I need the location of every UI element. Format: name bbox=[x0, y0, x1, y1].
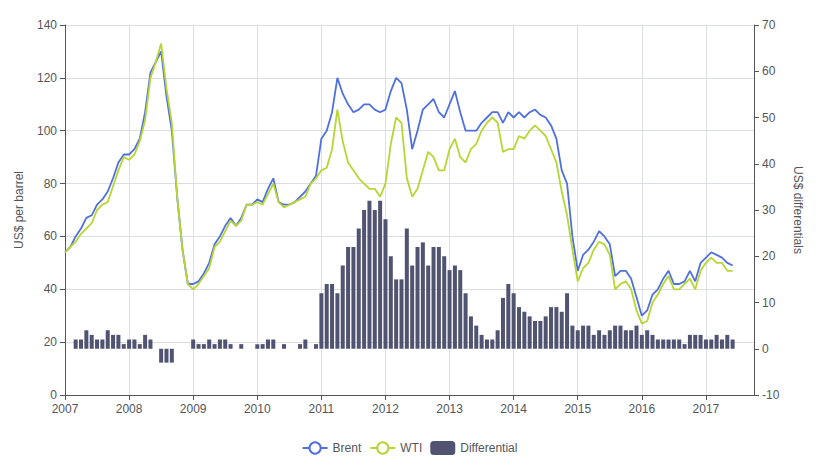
svg-text:20: 20 bbox=[762, 249, 776, 263]
svg-text:Brent: Brent bbox=[333, 441, 362, 455]
svg-text:2010: 2010 bbox=[244, 402, 271, 416]
svg-text:0: 0 bbox=[762, 342, 769, 356]
svg-text:2012: 2012 bbox=[372, 402, 399, 416]
svg-text:100: 100 bbox=[37, 124, 57, 138]
svg-text:2013: 2013 bbox=[436, 402, 463, 416]
svg-text:140: 140 bbox=[37, 18, 57, 32]
svg-text:2014: 2014 bbox=[500, 402, 527, 416]
svg-text:2009: 2009 bbox=[180, 402, 207, 416]
svg-text:2017: 2017 bbox=[693, 402, 720, 416]
svg-text:30: 30 bbox=[762, 203, 776, 217]
svg-text:2011: 2011 bbox=[308, 402, 334, 416]
svg-text:2015: 2015 bbox=[564, 402, 591, 416]
svg-text:70: 70 bbox=[762, 18, 776, 32]
svg-text:20: 20 bbox=[44, 335, 58, 349]
svg-text:2016: 2016 bbox=[628, 402, 655, 416]
svg-text:60: 60 bbox=[762, 64, 776, 78]
svg-text:Differential: Differential bbox=[460, 441, 517, 455]
svg-text:US$ differentials: US$ differentials bbox=[791, 166, 805, 254]
svg-text:2007: 2007 bbox=[52, 402, 79, 416]
svg-text:0: 0 bbox=[50, 388, 57, 402]
svg-text:WTI: WTI bbox=[400, 441, 422, 455]
svg-text:-10: -10 bbox=[762, 388, 780, 402]
svg-text:10: 10 bbox=[762, 296, 776, 310]
svg-text:US$ per barrel: US$ per barrel bbox=[12, 171, 26, 249]
svg-text:120: 120 bbox=[37, 71, 57, 85]
svg-text:40: 40 bbox=[762, 157, 776, 171]
svg-text:2008: 2008 bbox=[116, 402, 143, 416]
svg-text:60: 60 bbox=[44, 229, 58, 243]
svg-text:40: 40 bbox=[44, 282, 58, 296]
svg-text:80: 80 bbox=[44, 177, 58, 191]
svg-text:50: 50 bbox=[762, 111, 776, 125]
